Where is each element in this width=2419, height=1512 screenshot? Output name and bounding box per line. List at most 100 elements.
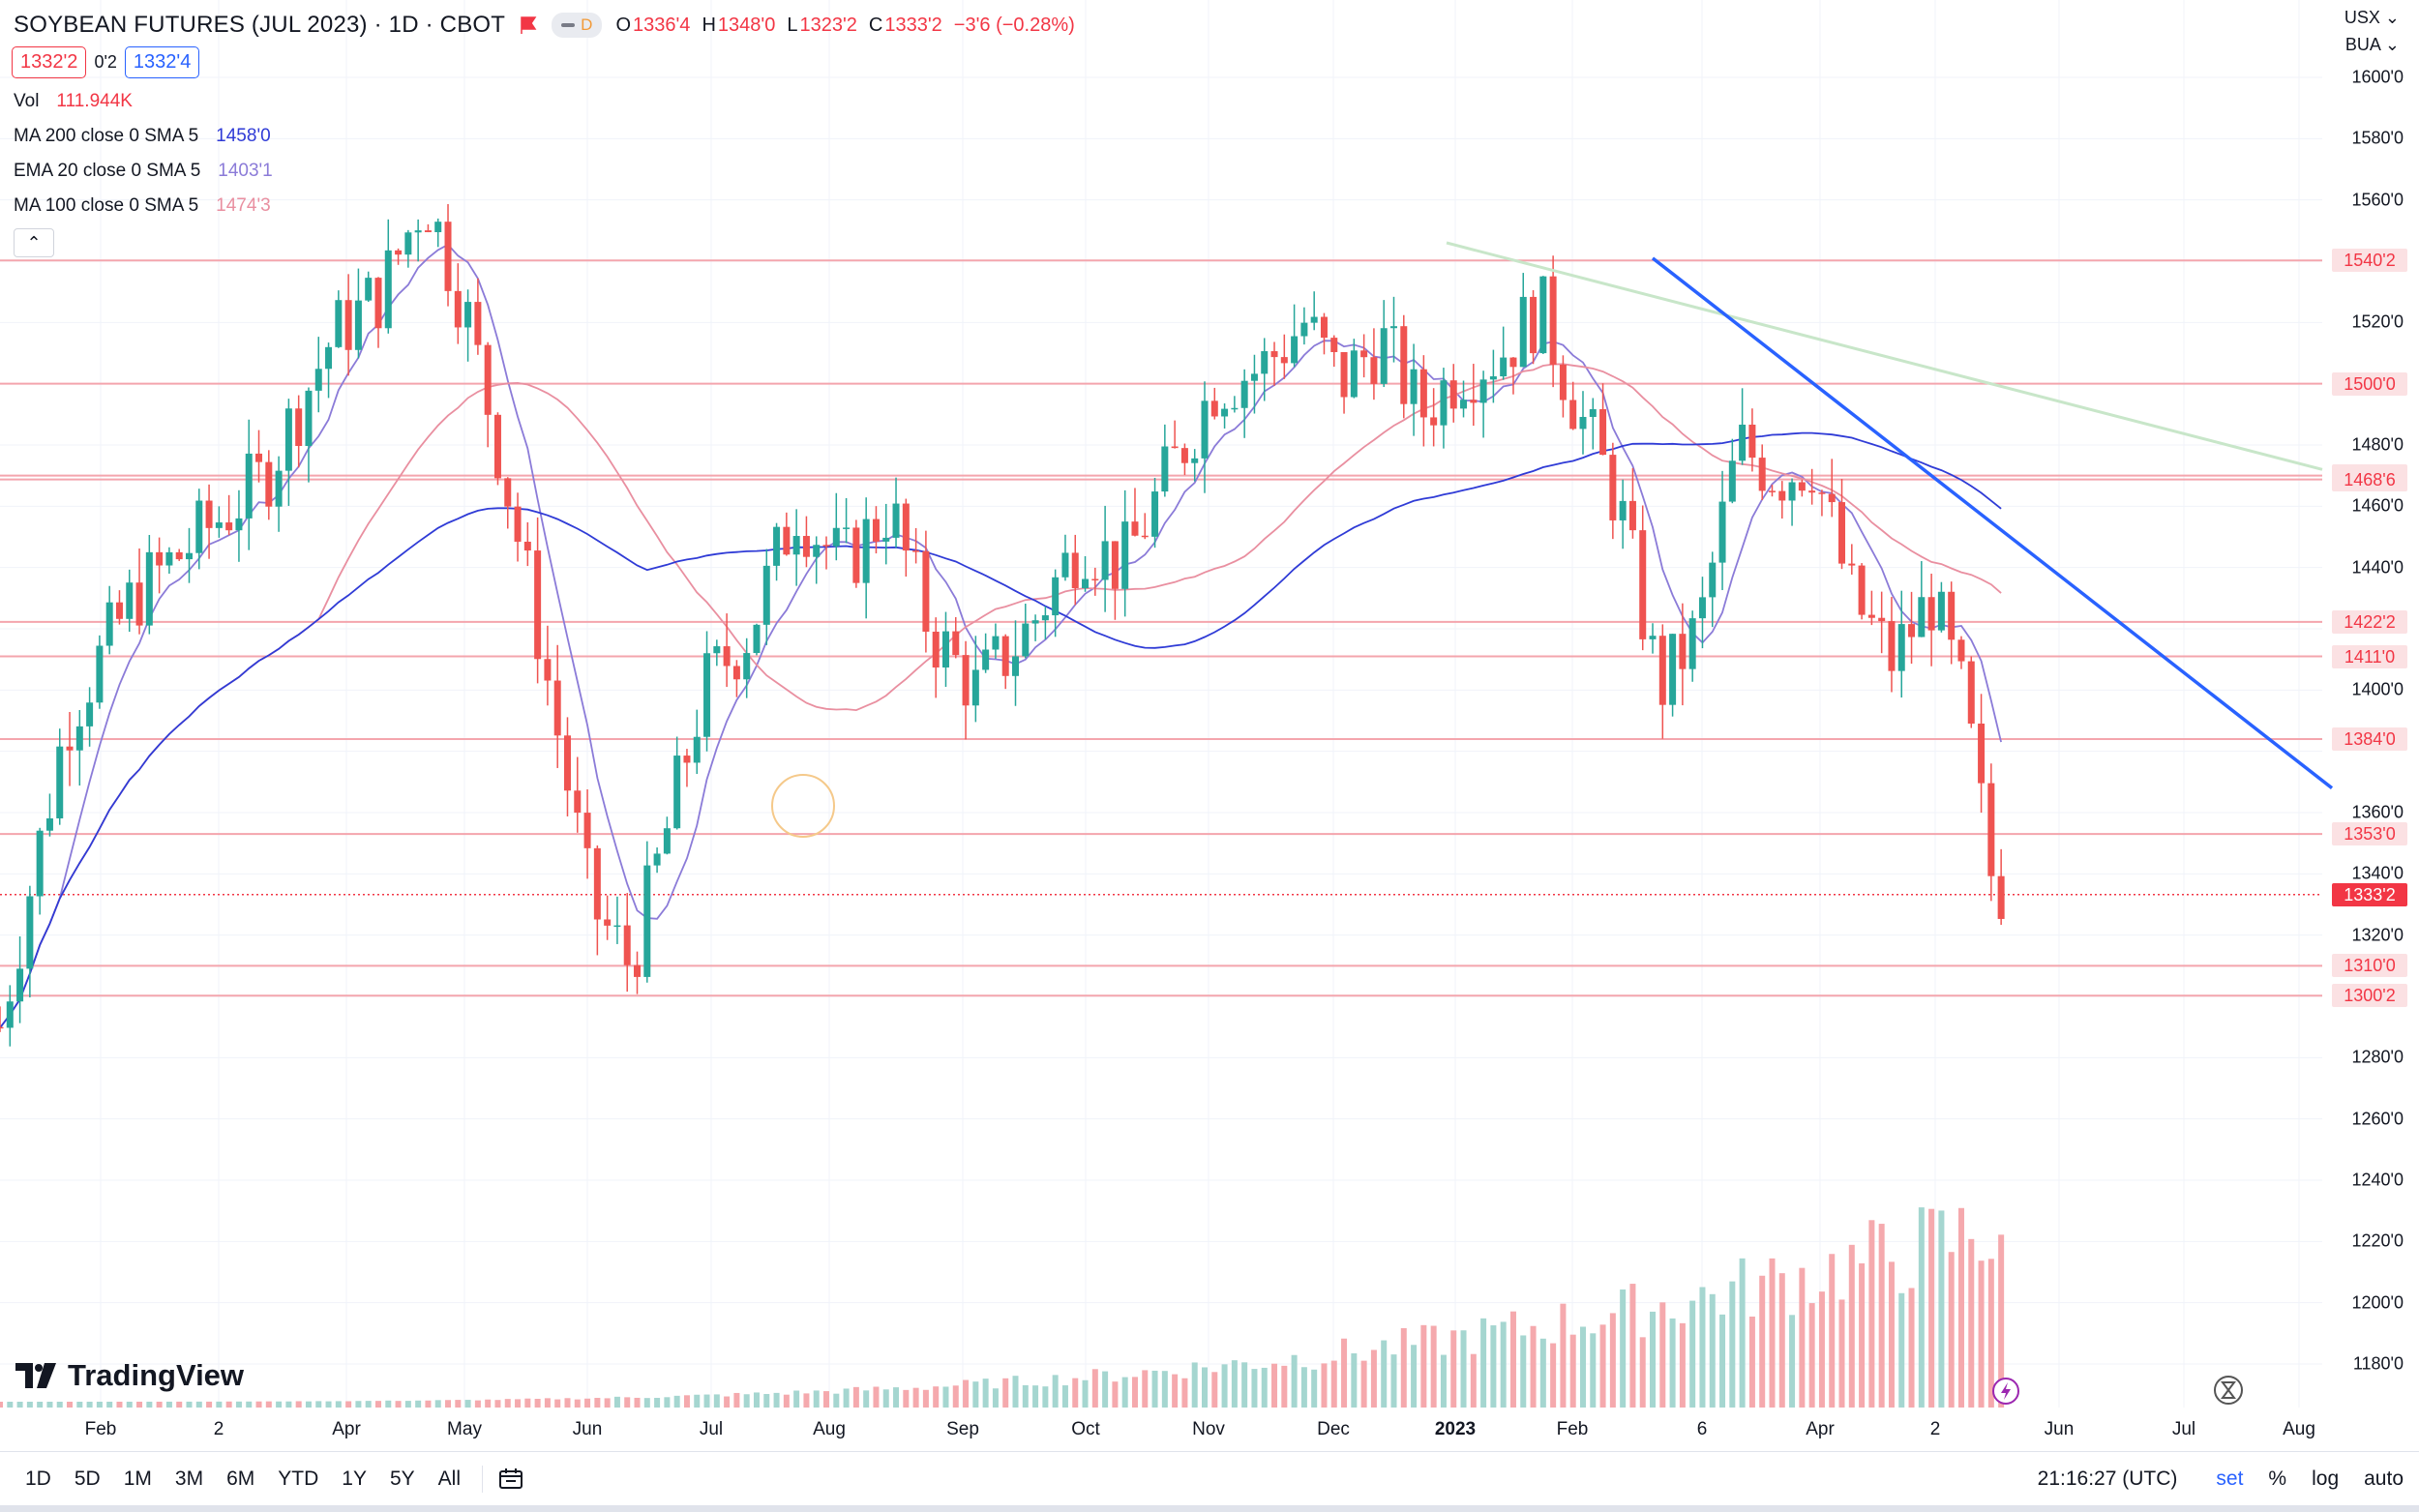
volume-bar — [1808, 1303, 1815, 1408]
indicator-ema20[interactable]: EMA 20 close 0 SMA 5 1403'1 — [14, 161, 273, 181]
level-price-label[interactable]: 1384'0 — [2332, 727, 2407, 751]
candle-body — [1978, 724, 1986, 784]
auto-scale-button[interactable]: auto — [2364, 1468, 2404, 1490]
volume-bar — [504, 1399, 511, 1408]
candle-body — [175, 551, 183, 560]
candle-body — [1599, 409, 1607, 456]
candle-body — [75, 726, 83, 751]
volume-bar — [604, 1398, 611, 1408]
level-price-label[interactable]: 1500'0 — [2332, 371, 2407, 396]
range-6m[interactable]: 6M — [226, 1468, 255, 1490]
level-price-label[interactable]: 1422'2 — [2332, 609, 2407, 634]
candle-body — [1679, 634, 1687, 669]
range-1d[interactable]: 1D — [25, 1468, 51, 1490]
candle-body — [126, 582, 134, 619]
level-price-label[interactable]: 1300'2 — [2332, 984, 2407, 1008]
volume-bar — [1938, 1210, 1945, 1408]
volume-bar — [873, 1386, 880, 1408]
volume-bar — [1778, 1273, 1785, 1408]
symbol-title[interactable]: SOYBEAN FUTURES (JUL 2023) · 1D · CBOT — [14, 12, 506, 38]
volume-bar — [7, 1402, 14, 1408]
level-price-label[interactable]: 1411'0 — [2332, 644, 2407, 668]
candle-body — [185, 552, 193, 560]
ohlc-values: O 1336'4 H 1348'0 L 1323'2 C 1333'2 −3'6 (−0… — [615, 14, 1075, 36]
volume-bar — [813, 1390, 820, 1408]
volume-bar — [1719, 1314, 1726, 1408]
price-chart[interactable] — [0, 0, 2419, 1451]
range-1m[interactable]: 1M — [123, 1468, 152, 1490]
range-3m[interactable]: 3M — [174, 1468, 204, 1490]
volume-bar — [1351, 1352, 1358, 1408]
volume-bar — [1609, 1313, 1616, 1408]
candle-body — [504, 478, 512, 507]
candle-body — [673, 756, 681, 829]
volume-bar — [136, 1401, 143, 1408]
unit-select[interactable]: BUA ⌄ — [2344, 35, 2400, 54]
candle-body — [1300, 322, 1308, 337]
volume-bar — [1460, 1330, 1467, 1408]
candle-body — [544, 659, 552, 681]
range-5y[interactable]: 5Y — [389, 1468, 415, 1490]
candle-body — [1559, 364, 1567, 400]
volume-bar — [186, 1401, 193, 1408]
volume-bar — [1300, 1367, 1307, 1408]
candle-body — [284, 408, 292, 471]
currency-select[interactable]: USX ⌄ — [2344, 8, 2400, 27]
range-1y[interactable]: 1Y — [342, 1468, 367, 1490]
indicator-ma200[interactable]: MA 200 close 0 SMA 5 1458'0 — [14, 126, 271, 146]
log-scale-button[interactable]: log — [2312, 1468, 2340, 1490]
volume-bar — [255, 1401, 262, 1408]
x-tick-label: Jun — [572, 1419, 603, 1439]
buy-button[interactable]: 1332'4 — [124, 46, 200, 78]
volume-bar — [1748, 1316, 1755, 1408]
volume-bar — [1848, 1244, 1855, 1408]
level-price-label[interactable]: 1310'0 — [2332, 954, 2407, 978]
range-all[interactable]: All — [437, 1468, 461, 1490]
utc-clock[interactable]: 21:16:27 (UTC) — [2037, 1468, 2178, 1490]
volume-bar — [1957, 1207, 1964, 1408]
last-price-label[interactable]: 1333'2 — [2332, 882, 2407, 906]
candle-body — [335, 300, 343, 347]
indicator-volume[interactable]: Vol 111.944K — [14, 91, 133, 111]
level-price-label[interactable]: 1540'2 — [2332, 249, 2407, 273]
candle-body — [344, 300, 352, 350]
timer-icon[interactable] — [2214, 1376, 2243, 1405]
volume-bar — [1330, 1360, 1337, 1408]
level-price-label[interactable]: 1353'0 — [2332, 822, 2407, 846]
range-ytd[interactable]: YTD — [278, 1468, 319, 1490]
candle-body — [1191, 458, 1199, 463]
candle-body — [305, 390, 313, 447]
range-5d[interactable]: 5D — [74, 1468, 101, 1490]
session-pill[interactable]: D — [552, 13, 603, 38]
candle-body — [1628, 500, 1636, 531]
volume-bar — [1978, 1260, 1985, 1408]
candle-body — [1131, 521, 1139, 536]
calendar-range-icon[interactable] — [498, 1468, 523, 1491]
volume-bar — [753, 1392, 760, 1408]
volume-bar — [1202, 1367, 1208, 1408]
volume-bar — [1400, 1327, 1407, 1408]
session-settings-button[interactable]: set — [2216, 1468, 2244, 1490]
candle-body — [1470, 400, 1478, 403]
volume-bar — [1998, 1234, 2005, 1408]
blue-trendline — [1651, 256, 2334, 790]
indicator-ma100[interactable]: MA 100 close 0 SMA 5 1474'3 — [14, 195, 271, 216]
percent-scale-button[interactable]: % — [2268, 1468, 2287, 1490]
collapse-indicators-button[interactable]: ⌃ — [14, 228, 54, 257]
volume-bar — [265, 1401, 272, 1408]
candle-body — [753, 624, 761, 654]
x-tick-label: Feb — [1556, 1419, 1589, 1439]
candle-body — [404, 232, 412, 255]
volume-bar — [464, 1400, 471, 1408]
level-price-label[interactable]: 1468'6 — [2332, 467, 2407, 491]
candle-body — [1718, 501, 1726, 563]
volume-bar — [1022, 1384, 1029, 1408]
flag-icon[interactable] — [519, 15, 538, 35]
candle-body — [1201, 400, 1209, 459]
y-tick-label: 1240'0 — [2351, 1170, 2404, 1190]
volume-bar — [345, 1401, 352, 1408]
sell-button[interactable]: 1332'2 — [12, 46, 87, 78]
y-tick-label: 1320'0 — [2351, 925, 2404, 945]
candle-body — [1310, 316, 1318, 323]
x-tick-label: Nov — [1192, 1419, 1225, 1439]
